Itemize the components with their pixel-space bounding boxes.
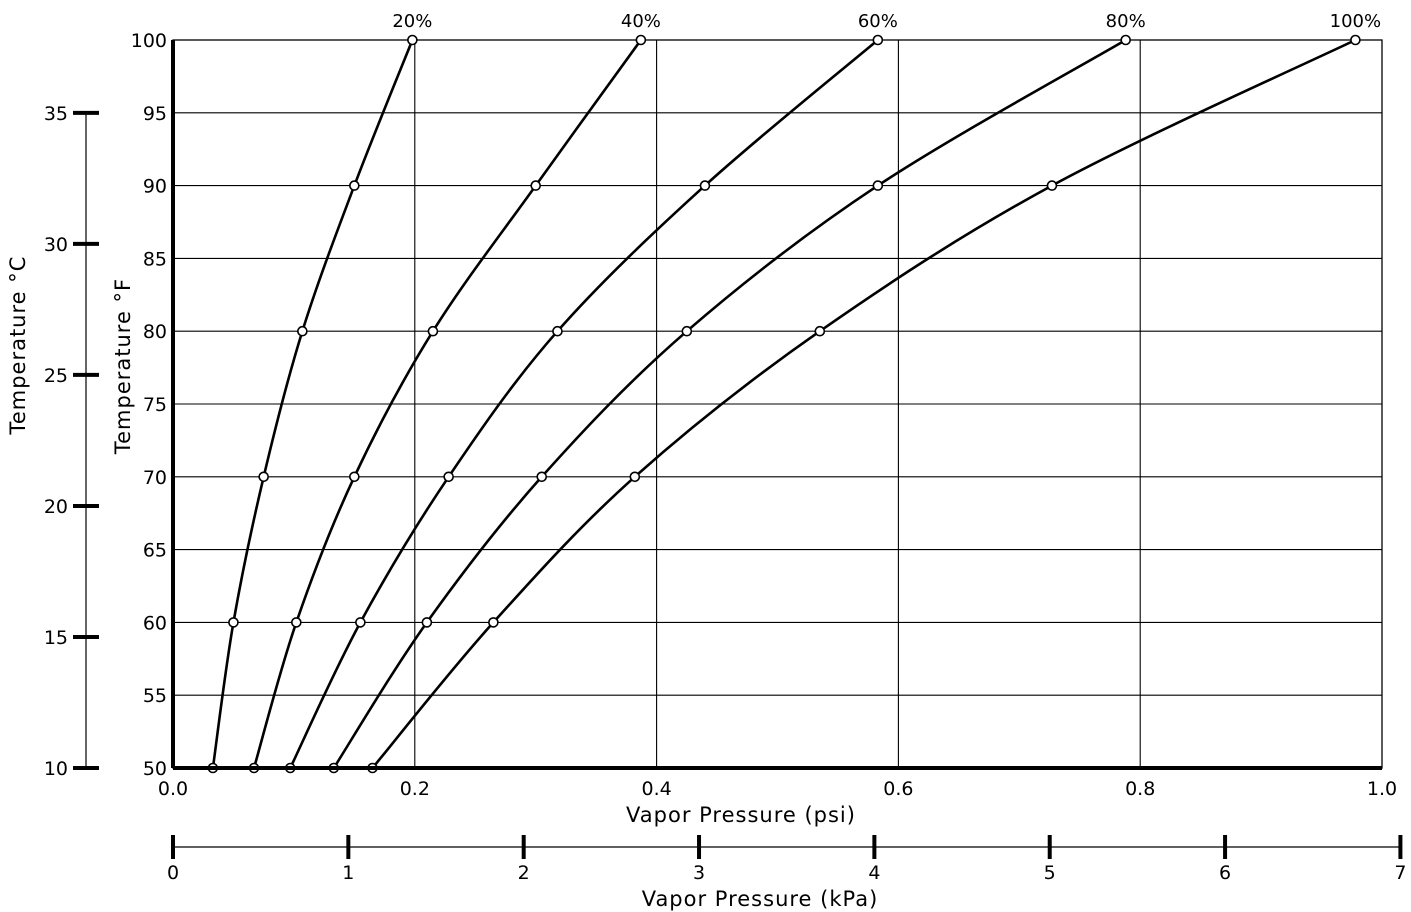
data-point [355, 617, 366, 628]
series-line [332, 38, 1127, 769]
data-point [872, 180, 884, 191]
grid-lines [172, 39, 1383, 769]
y-axis-label: Temperature °F [111, 278, 135, 455]
data-point [427, 325, 439, 337]
kpa-tick-label: 2 [518, 862, 530, 884]
celsius-tick-label: 20 [44, 496, 68, 518]
series-line [252, 39, 642, 769]
data-point [1120, 34, 1131, 46]
y-tick-label: 65 [143, 540, 167, 562]
x-axis-label: Vapor Pressure (psi) [626, 803, 856, 827]
y-tick-label: 100 [131, 30, 167, 52]
kpa-tick-label: 4 [868, 862, 880, 884]
celsius-tick-label: 10 [44, 758, 68, 780]
y-tick-label: 75 [143, 394, 167, 416]
kpa-tick-label: 3 [693, 862, 705, 884]
x-tick-label: 0.0 [158, 778, 188, 800]
data-point [629, 471, 641, 483]
x-tick-label: 0.8 [1125, 778, 1155, 800]
data-point [349, 471, 360, 483]
y-tick-label: 60 [143, 612, 167, 634]
y-tick-label: 70 [143, 467, 167, 489]
x-tick-label: 0.6 [883, 778, 913, 800]
data-point [536, 471, 548, 483]
data-point [530, 180, 542, 191]
celsius-axis-label: Temperature °C [6, 256, 30, 436]
series-label: 40% [621, 11, 661, 32]
series-label: 80% [1106, 11, 1146, 32]
data-point [699, 180, 711, 191]
data-point [552, 325, 563, 337]
y-tick-label: 95 [143, 103, 167, 125]
y-tick-label: 80 [143, 321, 167, 343]
y-tick-label: 50 [143, 758, 167, 780]
data-point [681, 325, 693, 337]
axes: 0.0 0.2 0.4 0.6 0.8 1.05055606570758085909510… [44, 30, 1407, 884]
data-point [635, 34, 647, 46]
celsius-tick-label: 35 [44, 103, 68, 125]
kpa-tick-label: 7 [1394, 862, 1406, 884]
y-tick-label: 55 [143, 685, 167, 707]
celsius-tick-label: 15 [44, 627, 68, 649]
data-point [488, 617, 499, 628]
kpa-tick-label: 5 [1044, 862, 1056, 884]
data-point [1046, 180, 1058, 191]
labels: Vapor Pressure (psi) Temperature °F Temp… [6, 256, 879, 911]
series-label: 60% [858, 11, 898, 32]
data-point [1350, 34, 1361, 46]
x-tick-label: 0.2 [400, 778, 430, 800]
kpa-tick-label: 0 [167, 862, 179, 884]
x-tick-label: 0.4 [641, 778, 671, 800]
data-point [872, 34, 884, 46]
kpa-axis-label: Vapor Pressure (kPa) [642, 887, 879, 911]
y-tick-label: 85 [143, 248, 167, 270]
celsius-tick-label: 30 [44, 234, 68, 256]
data-point [814, 325, 826, 337]
celsius-tick-label: 25 [44, 365, 68, 387]
data-point [407, 34, 418, 46]
x-tick-label: 1.0 [1367, 778, 1397, 800]
data-point [421, 617, 433, 628]
series-line [211, 39, 414, 769]
data-point [297, 325, 308, 337]
data-series: 20% 40% 60% 80% 100% [207, 11, 1381, 774]
data-point [443, 471, 454, 483]
data-point [349, 180, 360, 191]
data-point [291, 617, 302, 628]
y-tick-label: 90 [143, 176, 167, 198]
data-point [228, 617, 239, 628]
kpa-tick-label: 1 [342, 862, 354, 884]
series-label: 100% [1330, 11, 1381, 32]
data-point [258, 471, 269, 483]
series-label: 20% [392, 11, 432, 32]
kpa-tick-label: 6 [1219, 862, 1231, 884]
